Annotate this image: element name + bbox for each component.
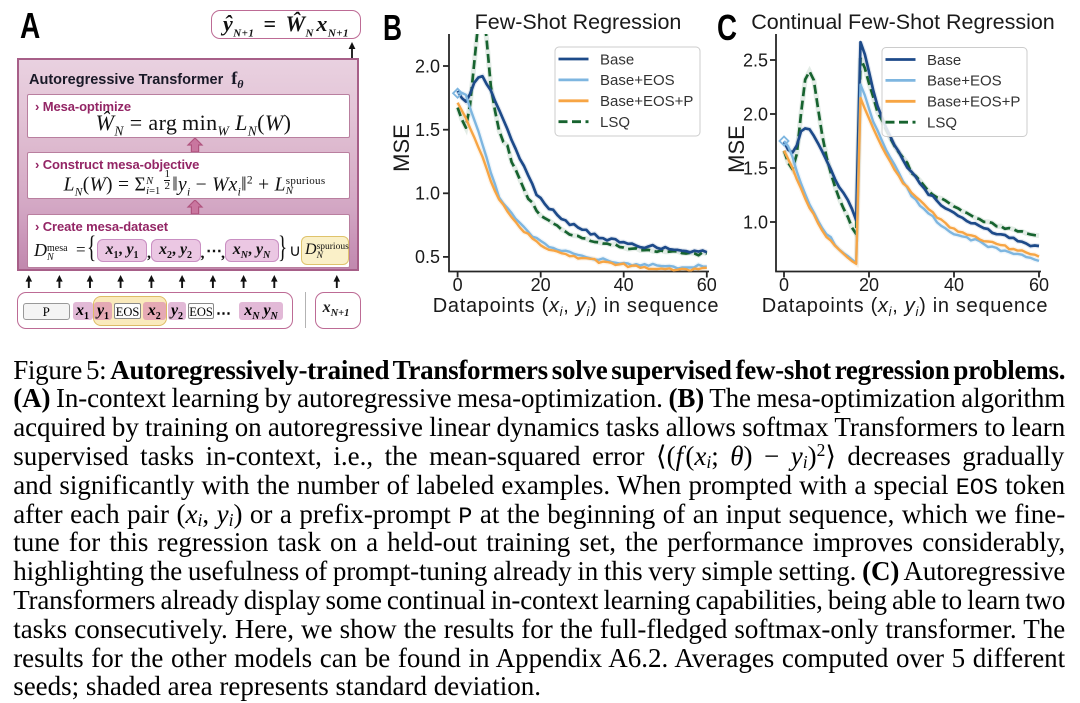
svg-text:Continual Few-Shot Regression: Continual Few-Shot Regression [751, 10, 1055, 34]
svg-text:40: 40 [614, 275, 634, 295]
svg-text:Base+EOS: Base+EOS [927, 73, 1002, 90]
svg-text:Base+EOS: Base+EOS [600, 72, 675, 89]
svg-text:Base: Base [600, 51, 634, 68]
svg-text:2.0: 2.0 [415, 56, 440, 76]
svg-text:1.0: 1.0 [415, 184, 440, 204]
svg-text:1.0: 1.0 [743, 212, 768, 232]
svg-text:Datapoints (xi, yi) in sequenc: Datapoints (xi, yi) in sequence [762, 295, 1049, 319]
svg-text:Datapoints (xi, yi) in sequenc: Datapoints (xi, yi) in sequence [433, 295, 720, 319]
svg-text:2.0: 2.0 [743, 104, 768, 124]
svg-text:1.5: 1.5 [415, 120, 440, 140]
svg-text:60: 60 [697, 275, 717, 295]
svg-text:Few-Shot Regression: Few-Shot Regression [475, 10, 682, 34]
svg-text:0: 0 [453, 275, 463, 295]
svg-text:MSE: MSE [389, 124, 414, 172]
svg-text:Base: Base [927, 52, 961, 69]
svg-text:Base+EOS+P: Base+EOS+P [927, 94, 1020, 111]
svg-text:40: 40 [944, 275, 964, 295]
svg-text:60: 60 [1029, 275, 1049, 295]
svg-text:B: B [383, 7, 402, 48]
svg-text:C: C [717, 7, 737, 48]
svg-text:20: 20 [531, 275, 551, 295]
svg-text:0: 0 [779, 275, 789, 295]
svg-text:0.5: 0.5 [415, 247, 440, 267]
svg-text:MSE: MSE [724, 125, 749, 173]
svg-text:2.5: 2.5 [743, 50, 768, 70]
svg-text:20: 20 [859, 275, 879, 295]
svg-text:1.5: 1.5 [743, 158, 768, 178]
svg-text:LSQ: LSQ [927, 115, 957, 132]
svg-text:LSQ: LSQ [600, 114, 630, 131]
svg-text:Base+EOS+P: Base+EOS+P [600, 93, 693, 110]
